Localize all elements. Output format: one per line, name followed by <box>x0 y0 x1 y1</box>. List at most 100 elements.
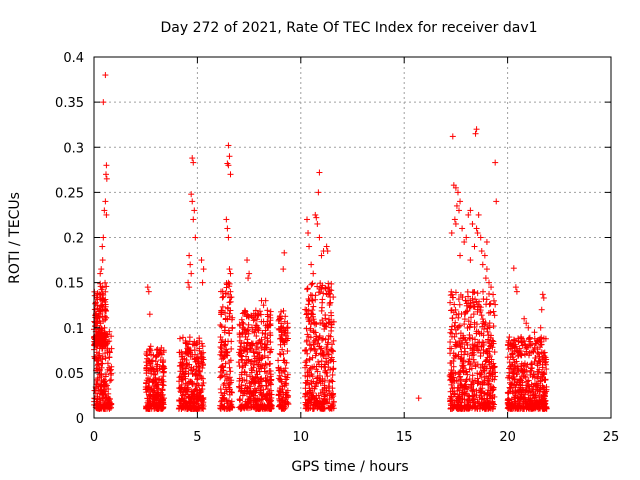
data-point <box>186 334 193 341</box>
y-tick-label: 0.1 <box>63 322 84 337</box>
grid-lines <box>94 57 611 418</box>
data-point <box>275 357 282 364</box>
data-point <box>456 301 463 308</box>
data-point <box>145 357 152 364</box>
data-point <box>159 365 166 372</box>
data-point <box>105 400 112 407</box>
data-point <box>537 324 544 331</box>
data-point <box>96 395 103 402</box>
data-points <box>91 72 550 412</box>
data-point <box>451 216 458 223</box>
data-point <box>104 360 111 367</box>
data-point <box>98 325 105 332</box>
data-point <box>154 346 161 353</box>
data-point <box>461 321 468 328</box>
data-point <box>227 368 234 375</box>
x-tick-label: 10 <box>293 430 310 445</box>
data-point <box>449 133 456 140</box>
data-point <box>179 334 186 341</box>
data-point <box>457 252 464 259</box>
data-point <box>104 366 111 373</box>
data-point <box>474 290 481 297</box>
data-point <box>103 283 110 290</box>
data-point <box>97 270 104 277</box>
data-point <box>96 352 103 359</box>
data-point <box>91 306 98 313</box>
data-point <box>483 301 490 308</box>
data-point <box>98 370 105 377</box>
data-point <box>513 288 520 295</box>
data-point <box>190 216 197 223</box>
data-point <box>144 284 151 291</box>
data-point <box>458 348 465 355</box>
data-point <box>108 345 115 352</box>
data-point <box>223 216 230 223</box>
data-point <box>226 153 233 160</box>
data-point <box>100 397 107 404</box>
data-point <box>329 391 336 398</box>
data-point <box>483 266 490 273</box>
data-point <box>189 155 196 162</box>
data-point <box>102 301 109 308</box>
data-point <box>455 323 462 330</box>
data-point <box>102 171 109 178</box>
data-point <box>102 198 109 205</box>
data-point <box>469 220 476 227</box>
data-point <box>101 402 108 409</box>
data-point <box>101 339 108 346</box>
y-tick-label: 0.35 <box>55 96 84 111</box>
data-point <box>228 294 235 301</box>
data-point <box>315 189 322 196</box>
data-point <box>102 72 109 79</box>
data-point <box>318 304 325 311</box>
data-point <box>107 404 114 411</box>
data-point <box>226 299 233 306</box>
data-point <box>316 234 323 241</box>
data-point <box>106 377 113 384</box>
data-point <box>160 358 167 365</box>
data-point <box>94 376 101 383</box>
data-point <box>95 401 102 408</box>
data-point <box>310 270 317 277</box>
data-point <box>193 366 200 373</box>
data-point <box>186 361 193 368</box>
data-point <box>492 159 499 166</box>
data-point <box>150 383 157 390</box>
data-point <box>97 280 104 287</box>
data-point <box>305 229 312 236</box>
data-point <box>264 307 271 314</box>
data-point <box>180 376 187 383</box>
data-point <box>153 352 160 359</box>
y-tick-label: 0.2 <box>63 232 84 247</box>
data-point <box>485 309 492 316</box>
data-point <box>464 288 471 295</box>
data-point <box>94 405 101 412</box>
data-point <box>102 350 109 357</box>
data-point <box>100 99 107 106</box>
y-tick-label: 0.3 <box>63 141 84 156</box>
data-point <box>106 348 113 355</box>
data-point <box>324 248 331 255</box>
data-point <box>161 395 168 402</box>
data-point <box>102 383 109 390</box>
data-point <box>267 339 274 346</box>
data-point <box>471 243 478 250</box>
data-point <box>487 300 494 307</box>
data-point <box>473 225 480 232</box>
data-point <box>102 279 109 286</box>
data-point <box>540 294 547 301</box>
data-point <box>477 234 484 241</box>
data-point <box>280 266 287 273</box>
y-tick-label: 0.4 <box>63 51 84 66</box>
data-point <box>156 405 163 412</box>
data-point <box>93 318 100 325</box>
data-point <box>158 344 165 351</box>
data-point <box>227 270 234 277</box>
x-tick-label: 15 <box>396 430 413 445</box>
axis-ticks <box>93 56 612 419</box>
data-point <box>491 312 498 319</box>
data-point <box>106 354 113 361</box>
data-point <box>154 367 161 374</box>
x-tick-label: 5 <box>193 430 201 445</box>
